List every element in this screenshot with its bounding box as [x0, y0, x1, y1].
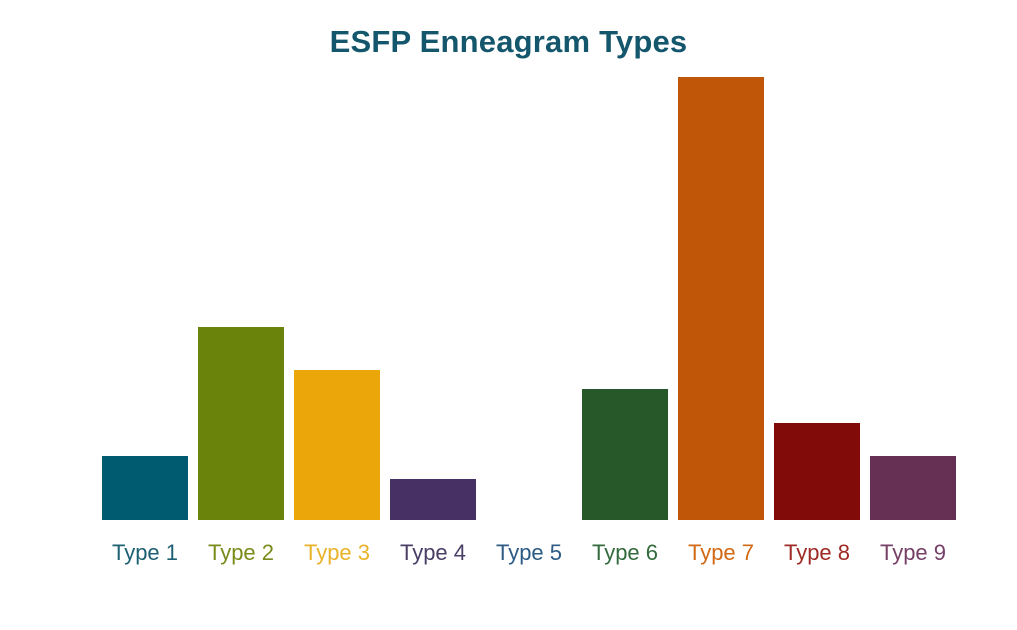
bar-slot-type-1 [97, 77, 193, 520]
bar-slot-type-8 [769, 77, 865, 520]
plot-area [97, 77, 961, 520]
bar-slot-type-2 [193, 77, 289, 520]
bar-slot-type-4 [385, 77, 481, 520]
axis-label-type-8: Type 8 [783, 540, 851, 565]
bar-slot-type-3 [289, 77, 385, 520]
bar-type-3 [294, 370, 380, 520]
axis-label-type-9: Type 9 [879, 540, 947, 565]
bar-slot-type-5 [481, 77, 577, 520]
bar-type-9 [870, 456, 956, 520]
bar-type-1 [102, 456, 188, 520]
bar-slot-type-6 [577, 77, 673, 520]
axis-label-type-4: Type 4 [399, 540, 467, 565]
bar-type-4 [390, 479, 476, 520]
chart-title: ESFP Enneagram Types [329, 24, 688, 59]
axis-label-type-3: Type 3 [303, 540, 371, 565]
axis-label-type-7: Type 7 [687, 540, 755, 565]
x-axis-labels: Type 1 Type 2 Type 3 Type 4 Type 5 Type 6 Type… [97, 540, 961, 566]
axis-label-type-1: Type 1 [111, 540, 179, 565]
bar-type-8 [774, 423, 860, 520]
bar-type-2 [198, 327, 284, 520]
axis-label-type-2: Type 2 [207, 540, 275, 565]
bar-type-6 [582, 389, 668, 520]
bar-slot-type-7 [673, 77, 769, 520]
bar-slot-type-9 [865, 77, 961, 520]
bar-type-7 [678, 77, 764, 520]
axis-label-type-5: Type 5 [495, 540, 563, 565]
axis-label-type-6: Type 6 [591, 540, 659, 565]
